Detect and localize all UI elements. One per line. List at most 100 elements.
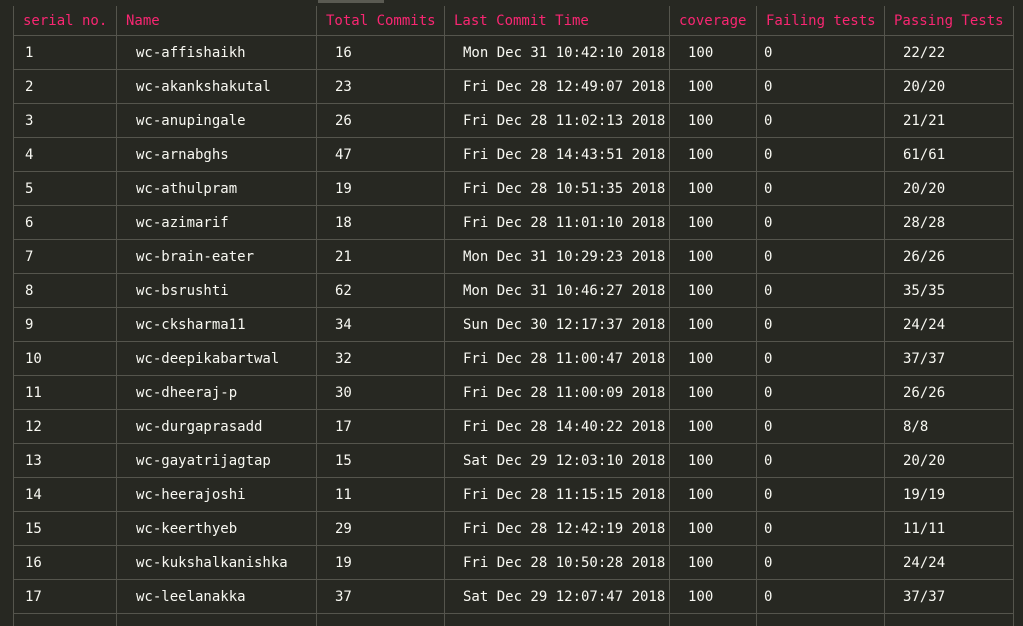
name-cell: wc-deepikabartwal (116, 341, 317, 376)
column-header-failing-tests[interactable]: Failing tests (756, 6, 885, 36)
total-commits-cell: 37 (316, 579, 445, 614)
table-row[interactable]: 5 wc-athulpram 19 Fri Dec 28 10:51:35 2018 1… (13, 171, 1014, 206)
column-header-total-commits[interactable]: Total Commits (316, 6, 445, 36)
name-cell: wc-dheeraj-p (116, 375, 317, 410)
coverage-cell: 100 (669, 205, 757, 240)
passing-tests-cell: 11/11 (884, 511, 1014, 546)
total-commits-cell: 16 (316, 35, 445, 70)
failing-tests-cell: 0 (756, 443, 885, 478)
serial-cell: 8 (13, 273, 117, 308)
failing-tests-cell: 0 (756, 137, 885, 172)
last-commit-time-cell: Fri Dec 28 14:43:51 2018 (444, 137, 670, 172)
last-commit-time-cell: Fri Dec 28 11:15:15 2018 (444, 477, 670, 512)
last-commit-time-cell: Mon Dec 31 10:29:23 2018 (444, 239, 670, 274)
table-row[interactable]: 9 wc-cksharma11 34 Sun Dec 30 12:17:37 2018… (13, 307, 1014, 342)
coverage-cell: 100 (669, 579, 757, 614)
table-row[interactable]: 14 wc-heerajoshi 11 Fri Dec 28 11:15:15 201… (13, 477, 1014, 512)
total-commits-cell: 32 (316, 341, 445, 376)
empty-cell (756, 613, 885, 626)
table-row[interactable]: 16 wc-kukshalkanishka 19 Fri Dec 28 10:50:2… (13, 545, 1014, 580)
name-cell: wc-anupingale (116, 103, 317, 138)
table-row[interactable]: 4 wc-arnabghs 47 Fri Dec 28 14:43:51 2018 10… (13, 137, 1014, 172)
serial-cell: 9 (13, 307, 117, 342)
serial-cell: 6 (13, 205, 117, 240)
table-row[interactable]: 10 wc-deepikabartwal 32 Fri Dec 28 11:00:47… (13, 341, 1014, 376)
failing-tests-cell: 0 (756, 69, 885, 104)
coverage-cell: 100 (669, 375, 757, 410)
total-commits-cell: 34 (316, 307, 445, 342)
coverage-cell: 100 (669, 443, 757, 478)
passing-tests-cell: 24/24 (884, 545, 1014, 580)
passing-tests-cell: 28/28 (884, 205, 1014, 240)
total-commits-cell: 21 (316, 239, 445, 274)
total-commits-cell: 15 (316, 443, 445, 478)
total-commits-cell: 19 (316, 171, 445, 206)
last-commit-time-cell: Fri Dec 28 11:02:13 2018 (444, 103, 670, 138)
coverage-cell: 100 (669, 137, 757, 172)
last-commit-time-cell: Sat Dec 29 12:07:47 2018 (444, 579, 670, 614)
empty-cell (884, 613, 1014, 626)
column-header-coverage[interactable]: coverage (669, 6, 757, 36)
serial-cell: 14 (13, 477, 117, 512)
table-row[interactable]: 12 wc-durgaprasadd 17 Fri Dec 28 14:40:22 2… (13, 409, 1014, 444)
serial-cell: 17 (13, 579, 117, 614)
name-cell: wc-bsrushti (116, 273, 317, 308)
coverage-cell: 100 (669, 239, 757, 274)
serial-cell: 13 (13, 443, 117, 478)
last-commit-time-cell: Fri Dec 28 14:40:22 2018 (444, 409, 670, 444)
table-row[interactable]: 2 wc-akankshakutal 23 Fri Dec 28 12:49:07 2… (13, 69, 1014, 104)
passing-tests-cell: 37/37 (884, 579, 1014, 614)
table-row[interactable]: 6 wc-azimarif 18 Fri Dec 28 11:01:10 2018 10… (13, 205, 1014, 240)
name-cell: wc-cksharma11 (116, 307, 317, 342)
table-row[interactable]: 8 wc-bsrushti 62 Mon Dec 31 10:46:27 2018 10… (13, 273, 1014, 308)
name-cell: wc-heerajoshi (116, 477, 317, 512)
failing-tests-cell: 0 (756, 477, 885, 512)
passing-tests-cell: 26/26 (884, 375, 1014, 410)
coverage-cell: 100 (669, 511, 757, 546)
column-header-serial[interactable]: serial no. (13, 6, 117, 36)
table-row[interactable]: 3 wc-anupingale 26 Fri Dec 28 11:02:13 2018… (13, 103, 1014, 138)
total-commits-cell: 17 (316, 409, 445, 444)
last-commit-time-cell: Fri Dec 28 11:00:09 2018 (444, 375, 670, 410)
last-commit-time-cell: Fri Dec 28 10:50:28 2018 (444, 545, 670, 580)
serial-cell: 3 (13, 103, 117, 138)
passing-tests-cell: 20/20 (884, 443, 1014, 478)
empty-cell (444, 613, 670, 626)
coverage-cell: 100 (669, 307, 757, 342)
table-row[interactable]: 11 wc-dheeraj-p 30 Fri Dec 28 11:00:09 2018… (13, 375, 1014, 410)
name-cell: wc-arnabghs (116, 137, 317, 172)
coverage-cell: 100 (669, 35, 757, 70)
table-row[interactable]: 1 wc-affishaikh 16 Mon Dec 31 10:42:10 2018… (13, 35, 1014, 70)
total-commits-cell: 26 (316, 103, 445, 138)
total-commits-cell: 18 (316, 205, 445, 240)
column-header-name[interactable]: Name (116, 6, 317, 36)
coverage-cell: 100 (669, 273, 757, 308)
failing-tests-cell: 0 (756, 579, 885, 614)
column-header-last-commit-time[interactable]: Last Commit Time (444, 6, 670, 36)
failing-tests-cell: 0 (756, 205, 885, 240)
passing-tests-cell: 21/21 (884, 103, 1014, 138)
last-commit-time-cell: Mon Dec 31 10:42:10 2018 (444, 35, 670, 70)
failing-tests-cell: 0 (756, 273, 885, 308)
name-cell: wc-keerthyeb (116, 511, 317, 546)
column-header-passing-tests[interactable]: Passing Tests (884, 6, 1014, 36)
name-cell: wc-athulpram (116, 171, 317, 206)
last-commit-time-cell: Fri Dec 28 12:49:07 2018 (444, 69, 670, 104)
table-row[interactable]: 15 wc-keerthyeb 29 Fri Dec 28 12:42:19 2018… (13, 511, 1014, 546)
failing-tests-cell: 0 (756, 35, 885, 70)
serial-cell: 16 (13, 545, 117, 580)
table-row[interactable]: 17 wc-leelanakka 37 Sat Dec 29 12:07:47 201… (13, 579, 1014, 614)
serial-cell: 1 (13, 35, 117, 70)
table-row[interactable]: 7 wc-brain-eater 21 Mon Dec 31 10:29:23 201… (13, 239, 1014, 274)
empty-cell (316, 613, 445, 626)
failing-tests-cell: 0 (756, 307, 885, 342)
table-row[interactable]: 13 wc-gayatrijagtap 15 Sat Dec 29 12:03:10 … (13, 443, 1014, 478)
failing-tests-cell: 0 (756, 171, 885, 206)
table-body: 1 wc-affishaikh 16 Mon Dec 31 10:42:10 2018… (13, 35, 1014, 626)
total-commits-cell: 47 (316, 137, 445, 172)
total-commits-cell: 62 (316, 273, 445, 308)
name-cell: wc-affishaikh (116, 35, 317, 70)
serial-cell: 10 (13, 341, 117, 376)
test-results-table: serial no. Name Total Commits Last Commi… (13, 6, 1014, 626)
last-commit-time-cell: Mon Dec 31 10:46:27 2018 (444, 273, 670, 308)
